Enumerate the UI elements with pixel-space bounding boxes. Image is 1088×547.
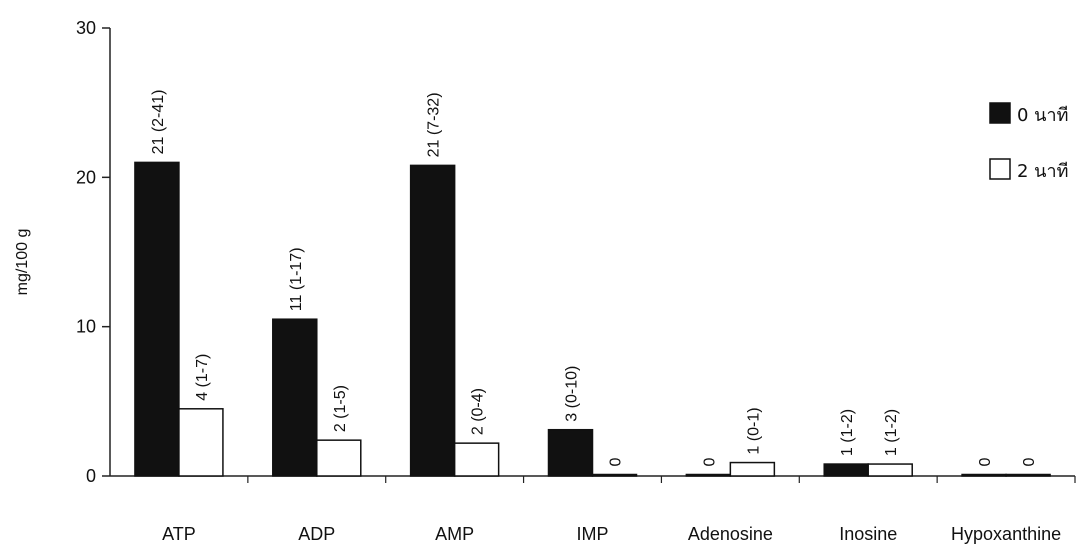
bar-series-0-min [961,473,1007,477]
x-tick-label: Hypoxanthine [951,524,1061,544]
y-tick-label: 0 [86,466,96,486]
bar-data-label: 3 (0-10) [564,366,581,422]
bar-data-label: 0 [1021,458,1038,467]
legend-label: 0 นาที [1017,105,1068,126]
bar-series-2-min [1005,473,1051,477]
bar-series-0-min [409,164,456,477]
bar-series-2-min [729,461,776,477]
bar-data-label: 1 (0-1) [745,407,762,454]
bar-series-0-min [685,473,732,477]
chart-legend: 0 นาที 2 นาที [989,102,1068,182]
bar-data-label: 21 (7-32) [426,92,443,157]
chart-bar-labels: 21 (2-41) 11 (1-17) 21 (7-32) 3 (0-10) 0 1 (1… [150,89,1038,466]
y-tick-label: 20 [76,167,96,187]
x-tick-label: Adenosine [688,524,773,544]
x-tick-label: AMP [435,524,474,544]
legend-swatch [989,102,1011,124]
y-tick-label: 10 [76,317,96,337]
bar-data-label: 2 (0-4) [470,388,487,435]
bar-series-2-min [591,473,638,477]
bar-series-2-min [316,439,362,477]
bar-data-label: 11 (1-17) [288,247,305,311]
legend-swatch [989,158,1011,180]
y-tick-label: 30 [76,18,96,38]
bar-data-label: 1 (1-2) [839,409,856,456]
bar-series-2-min [867,463,913,477]
chart-bars [134,161,1051,477]
bar-series-0-min [134,161,180,477]
x-tick-label: ADP [298,524,335,544]
bar-data-label: 0 [977,458,994,467]
bar-series-2-min [178,408,224,477]
bar-data-label: 0 [608,458,625,467]
bar-series-0-min [547,428,594,477]
bar-data-label: 2 (1-5) [332,385,349,432]
bar-series-0-min [272,318,318,477]
bar-series-0-min [823,463,869,477]
x-tick-label: IMP [576,524,608,544]
bar-series-2-min [453,442,500,477]
bar-data-label: 4 (1-7) [194,354,211,401]
x-tick-label: Inosine [839,524,897,544]
chart-axes: 0 10 20 30 ATP ADP AMP IMP Adenosine Inosine Hypox… [76,18,1076,544]
bar-data-label: 0 [701,458,718,467]
bar-data-label: 1 (1-2) [883,409,900,456]
x-tick-label: ATP [162,524,196,544]
legend-label: 2 นาที [1017,161,1068,182]
bar-data-label: 21 (2-41) [150,89,167,154]
y-axis-label: mg/100 g [14,229,31,296]
